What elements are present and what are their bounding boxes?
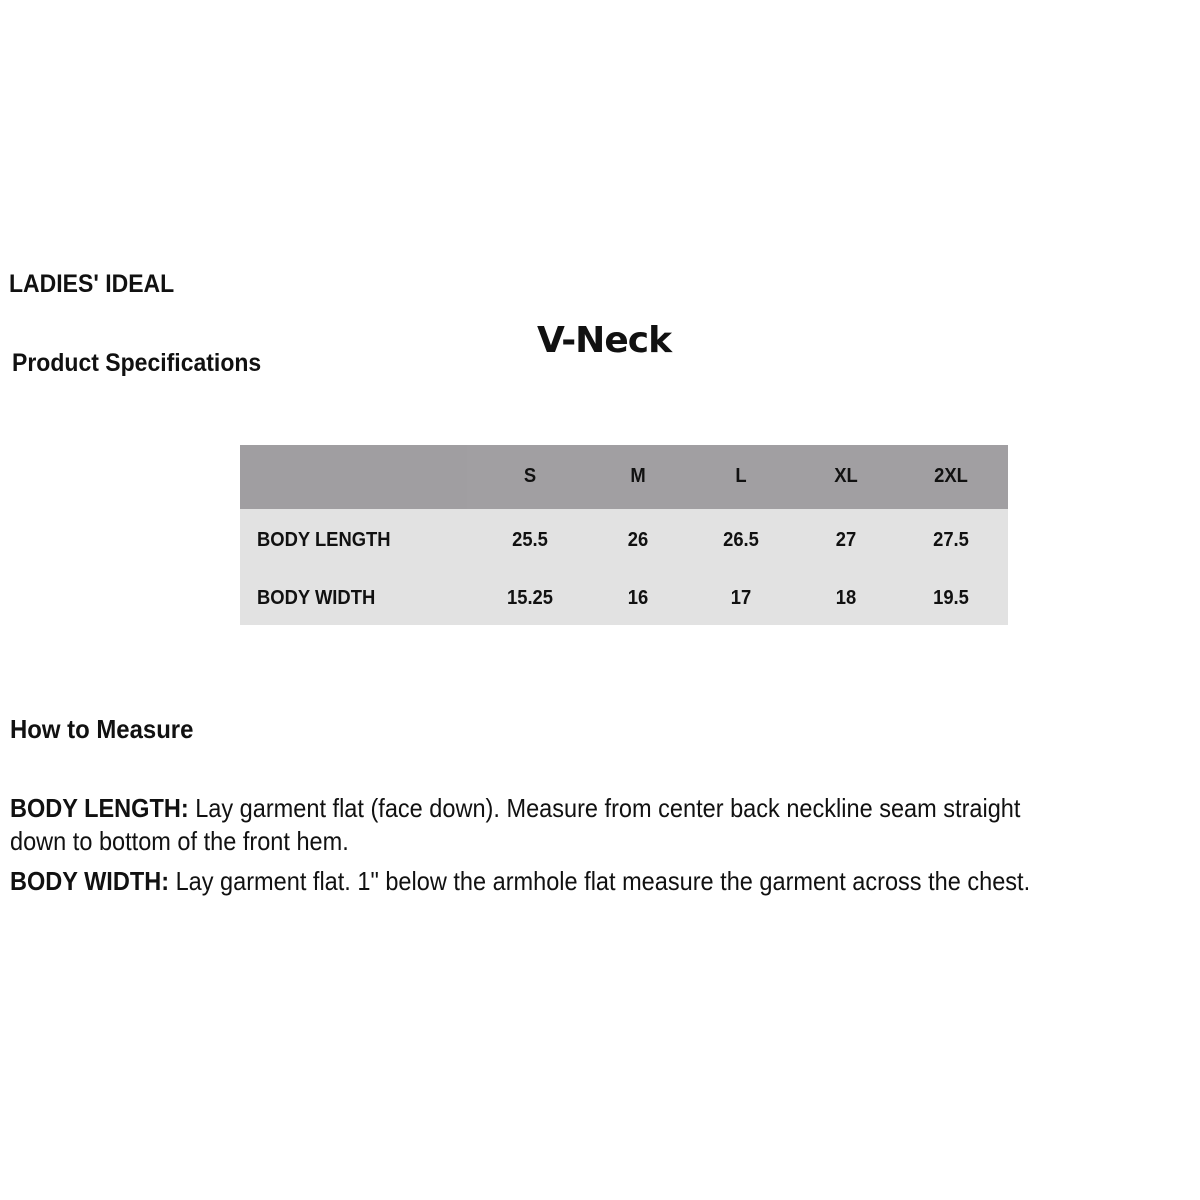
section-title: Product Specifications <box>12 349 262 377</box>
size-chart-table: S M L XL 2XL BODY LENGTH 25.5 26 26.5 27… <box>240 445 1008 625</box>
size-header-l: L <box>735 465 747 487</box>
table-cell: 16 <box>627 587 649 609</box>
brand-title: LADIES' IDEAL <box>9 270 175 298</box>
description: Lay garment flat. 1" below the armhole f… <box>169 866 1031 896</box>
table-cell: 25.5 <box>512 529 548 551</box>
size-header-s: S <box>523 465 537 487</box>
table-cell: 26 <box>627 529 649 551</box>
table-cell: 19.5 <box>933 587 969 609</box>
table-cell: 27.5 <box>933 529 969 551</box>
row-label: BODY LENGTH <box>257 529 391 551</box>
table-cell: 18 <box>835 587 857 609</box>
measure-instruction-body-width: BODY WIDTH: Lay garment flat. 1" below t… <box>10 865 1187 898</box>
table-body: BODY LENGTH 25.5 26 26.5 27 27.5 BODY WI… <box>240 509 1008 625</box>
header-empty-cell <box>240 445 467 509</box>
size-header-m: M <box>630 465 646 487</box>
term: BODY LENGTH: <box>10 793 189 823</box>
size-header-2xl: 2XL <box>934 465 968 487</box>
table-cell: 15.25 <box>506 587 554 609</box>
description-continued: down to bottom of the front hem. <box>10 826 349 856</box>
table-cell: 17 <box>730 587 752 609</box>
measure-instruction-body-length: BODY LENGTH: Lay garment flat (face down… <box>10 792 1187 858</box>
description: Lay garment flat (face down). Measure fr… <box>188 793 1021 823</box>
term: BODY WIDTH: <box>10 866 170 896</box>
row-label: BODY WIDTH <box>257 587 376 609</box>
table-cell: 27 <box>835 529 857 551</box>
table-header-row: S M L XL 2XL <box>240 445 1008 509</box>
style-name: V-Neck <box>537 320 672 361</box>
table-cell: 26.5 <box>723 529 759 551</box>
size-header-xl: XL <box>834 465 858 487</box>
how-to-measure-title: How to Measure <box>10 714 194 744</box>
